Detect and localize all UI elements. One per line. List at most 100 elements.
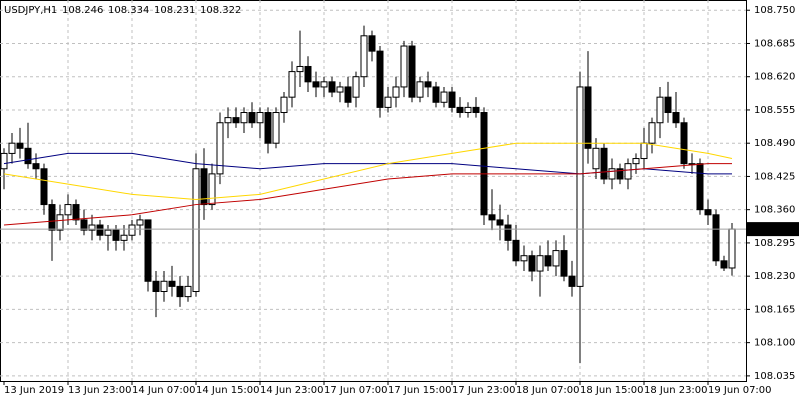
candle-body [24, 147, 32, 165]
candle-body [712, 214, 720, 262]
x-tick-label: 14 Jun 23:00 [260, 385, 324, 396]
candle-body [16, 142, 24, 149]
x-tick-label: 17 Jun 07:00 [324, 385, 388, 396]
candle-body [480, 112, 488, 216]
candle-body [504, 224, 512, 241]
plot-frame [0, 0, 747, 382]
y-tick-label: 108.685 [754, 38, 795, 49]
candle-body [112, 229, 120, 241]
x-tick-label: 13 Jun 23:00 [68, 385, 132, 396]
y-tick-label: 108.750 [754, 5, 795, 16]
candle-body [384, 96, 392, 108]
candle-body [208, 173, 216, 206]
candle-body [288, 71, 296, 98]
candle-body [472, 106, 480, 114]
x-tick-label: 13 Jun 2019 [4, 385, 64, 396]
candle-body [168, 280, 176, 287]
candle-body [88, 224, 96, 231]
candle-body [40, 168, 48, 206]
x-tick-label: 14 Jun 07:00 [132, 385, 196, 396]
candle-body [192, 168, 200, 293]
candle-body [640, 142, 648, 160]
candle-body [568, 275, 576, 287]
candle-body [8, 142, 16, 154]
candle-body [264, 112, 272, 144]
candle-body [440, 91, 448, 103]
candle-body [400, 45, 408, 88]
candle-body [184, 285, 192, 298]
candle-body [344, 86, 352, 103]
candle-body [240, 112, 248, 124]
y-tick-label: 108.360 [754, 205, 795, 216]
price-label-box [746, 222, 799, 237]
candle-body [456, 106, 464, 114]
candle-body [536, 255, 544, 272]
candle-body [136, 219, 144, 226]
candle-body [424, 81, 432, 88]
candle-body [48, 204, 56, 231]
candle-body [632, 158, 640, 165]
x-tick-label: 18 Jun 15:00 [580, 385, 644, 396]
candle-body [64, 204, 72, 216]
candle-body [600, 147, 608, 180]
candle-body [608, 168, 616, 180]
labels: 108.750 108.685 108.620 108.555 108.490 108.4… [3, 5, 799, 396]
candle-body [704, 209, 712, 216]
candle-body [376, 50, 384, 108]
candle-body [528, 255, 536, 272]
candle-body [120, 234, 128, 241]
moving-average [3, 142, 733, 200]
chart-symbol: USDJPY,H1 [4, 5, 57, 16]
candle-body [248, 112, 256, 124]
candle-body [232, 117, 240, 124]
x-tick-label: 14 Jun 15:00 [196, 385, 260, 396]
y-tick-label: 108.620 [754, 72, 795, 83]
candle-body [576, 86, 584, 287]
candle-body [672, 112, 680, 124]
candle-body [176, 285, 184, 298]
candle-body [152, 280, 160, 293]
candle-body [544, 255, 552, 267]
candle-body [296, 65, 304, 73]
candle-body [728, 228, 736, 269]
x-tick-label: 18 Jun 07:00 [516, 385, 580, 396]
header-open: 108.246 [62, 5, 103, 16]
candle-body [416, 81, 424, 98]
candle-body [664, 96, 672, 114]
y-tick-label: 108.035 [754, 371, 795, 382]
x-tick-label: 19 Jun 07:00 [708, 385, 772, 396]
candle-body [408, 45, 416, 98]
candle-body [304, 65, 312, 83]
candle-body [496, 219, 504, 226]
candle-body [312, 81, 320, 88]
candle-body [584, 86, 592, 149]
candle-body [560, 250, 568, 277]
y-tick-label: 108.295 [754, 238, 795, 249]
candle-body [72, 204, 80, 221]
y-tick-label: 108.230 [754, 271, 795, 282]
candle-body [656, 96, 664, 124]
candle-body [144, 219, 152, 282]
y-tick-label: 108.100 [754, 338, 795, 349]
candle-body [32, 163, 40, 170]
candle-body [680, 122, 688, 165]
x-tick-label: 18 Jun 23:00 [644, 385, 708, 396]
candle-body [320, 81, 328, 88]
candle-body [200, 168, 208, 206]
candle-body [280, 96, 288, 114]
candle-body [624, 163, 632, 180]
header-close: 108.322 [200, 5, 241, 16]
y-tick-label: 108.555 [754, 105, 795, 116]
candle-body [96, 224, 104, 236]
x-tick-label: 17 Jun 23:00 [452, 385, 516, 396]
candle-body [448, 91, 456, 108]
candle-body [352, 76, 360, 98]
candle-body [488, 214, 496, 221]
price-label: 108.322 [754, 224, 795, 235]
candle-body [128, 224, 136, 236]
candle-body [552, 250, 560, 267]
candle-body [272, 112, 280, 144]
candle-body [56, 214, 64, 231]
candle-body [328, 81, 336, 93]
